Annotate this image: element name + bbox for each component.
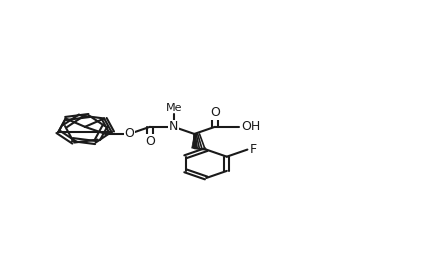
Text: F: F xyxy=(250,143,257,156)
Text: N: N xyxy=(169,120,178,133)
Polygon shape xyxy=(192,134,197,148)
Text: O: O xyxy=(145,135,155,148)
Text: OH: OH xyxy=(241,120,260,133)
Text: O: O xyxy=(210,106,220,119)
Text: Me: Me xyxy=(166,103,182,113)
Text: O: O xyxy=(124,128,134,140)
